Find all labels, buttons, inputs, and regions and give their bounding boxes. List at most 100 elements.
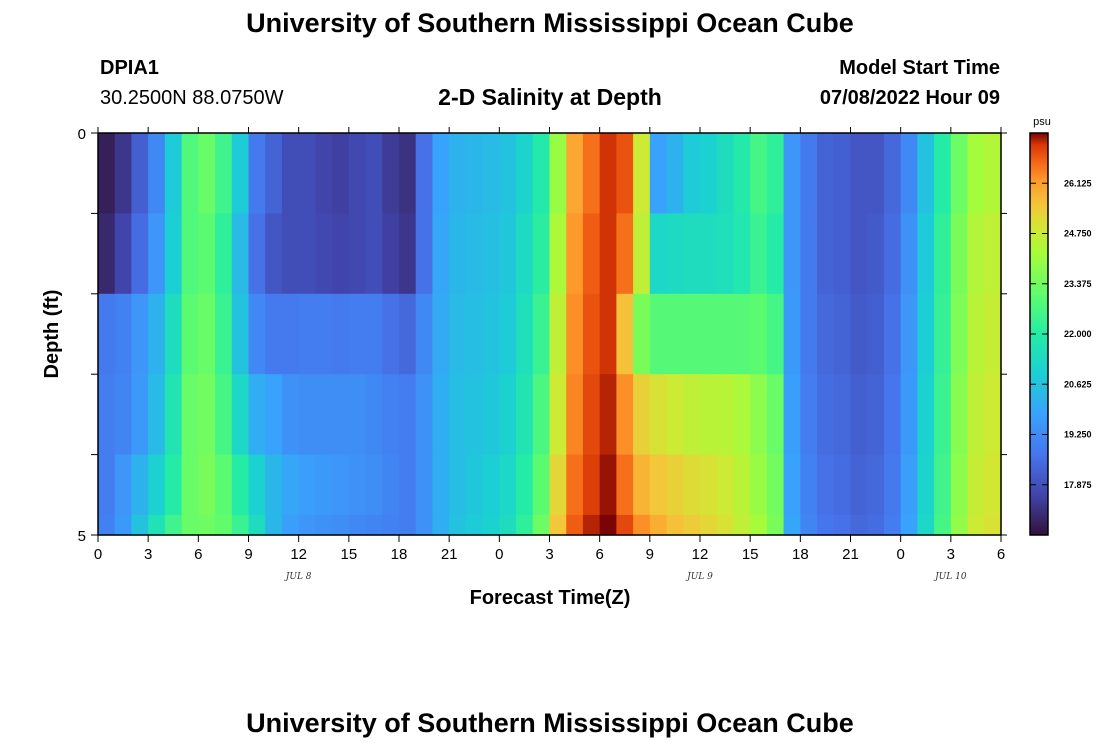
heatmap-cell — [883, 514, 902, 536]
heatmap-cell — [198, 454, 216, 516]
x-tick-label: 21 — [441, 546, 458, 563]
heatmap-cell — [399, 514, 417, 536]
heatmap-cell — [666, 213, 684, 295]
heatmap-cell — [281, 213, 300, 295]
heatmap-cell — [449, 454, 467, 516]
date-label: JUL 9 — [685, 572, 713, 582]
heatmap-cell — [114, 293, 133, 375]
heatmap-cell — [164, 293, 183, 375]
page-title: University of Southern Mississippi Ocean… — [246, 8, 854, 38]
heatmap-cell — [298, 293, 316, 375]
heatmap-cell — [833, 374, 852, 456]
heatmap-cell — [148, 514, 166, 536]
colorbar-tick-label: 20.625 — [1064, 379, 1092, 389]
heatmap-cell — [298, 514, 316, 536]
heatmap-cell — [750, 293, 768, 375]
heatmap-cell — [231, 454, 250, 516]
heatmap-cell — [365, 213, 383, 295]
heatmap-cell — [98, 514, 116, 536]
heatmap-cell — [934, 293, 952, 375]
heatmap-cell — [332, 293, 350, 375]
station-id: DPIA1 — [100, 57, 159, 79]
heatmap-cell — [733, 213, 751, 295]
heatmap-cell — [883, 293, 902, 375]
heatmap-cell — [281, 374, 300, 456]
heatmap-cell — [582, 514, 601, 536]
heatmap-cell — [967, 514, 985, 536]
heatmap-cell — [683, 133, 701, 214]
x-tick-label: 6 — [194, 546, 202, 563]
heatmap-cell — [950, 374, 969, 456]
heatmap-cell — [599, 454, 617, 516]
heatmap-cell — [231, 374, 250, 456]
x-tick-label: 6 — [595, 546, 603, 563]
heatmap-cell — [465, 293, 484, 375]
x-tick-label: 0 — [495, 546, 503, 563]
heatmap-cell — [348, 514, 367, 536]
heatmap-cell — [582, 293, 601, 375]
heatmap-cell — [382, 374, 400, 456]
heatmap-cell — [482, 293, 500, 375]
heatmap-cell — [950, 213, 969, 295]
heatmap-cell — [98, 213, 116, 295]
heatmap-cell — [900, 454, 918, 516]
x-tick-label: 9 — [646, 546, 654, 563]
heatmap-cell — [516, 514, 534, 536]
heatmap-cell — [582, 213, 601, 295]
heatmap-cell — [883, 213, 902, 295]
colorbar-tick-label: 17.875 — [1064, 480, 1092, 490]
heatmap-cell — [465, 514, 484, 536]
heatmap-cell — [516, 133, 534, 214]
heatmap-cell — [532, 454, 551, 516]
heatmap-cell — [415, 133, 434, 214]
heatmap-cell — [833, 514, 852, 536]
heatmap-cell — [616, 213, 634, 295]
heatmap-cell — [766, 133, 785, 214]
heatmap-cell — [649, 213, 668, 295]
heatmap-cell — [716, 213, 735, 295]
heatmap-cell — [599, 374, 617, 456]
x-axis-ticks: 0 3 6 9 12 15 18 21 0 3 6 9 12 15 18 21 0 3 6 — [94, 127, 1005, 563]
heatmap-cell — [733, 293, 751, 375]
heatmap-cell — [700, 133, 718, 214]
heatmap-cell — [934, 133, 952, 214]
heatmap-cell — [215, 293, 233, 375]
heatmap-cell — [499, 213, 517, 295]
heatmap-cell — [549, 514, 567, 536]
x-tick-label: 0 — [94, 546, 102, 563]
heatmap-cell — [833, 213, 852, 295]
x-tick-label: 21 — [842, 546, 859, 563]
heatmap-cell — [248, 454, 266, 516]
heatmap-cell — [984, 293, 1002, 375]
heatmap-cell — [248, 293, 266, 375]
heatmap-cell — [883, 374, 902, 456]
heatmap-cell — [348, 133, 367, 214]
heatmap-cell — [315, 293, 333, 375]
heatmap-cell — [114, 454, 133, 516]
heatmap-cell — [399, 293, 417, 375]
heatmap-cell — [449, 293, 467, 375]
heatmap-cell — [348, 454, 367, 516]
heatmap-cell — [800, 514, 818, 536]
heatmap-cell — [683, 454, 701, 516]
heatmap-cell — [666, 293, 684, 375]
heatmap-cell — [432, 133, 450, 214]
heatmap-cell — [465, 213, 484, 295]
heatmap-cell — [750, 213, 768, 295]
heatmap-cell — [666, 514, 684, 536]
chart-title: 2-D Salinity at Depth — [438, 84, 662, 110]
heatmap-cell — [666, 454, 684, 516]
heatmap-cell — [449, 514, 467, 536]
heatmap-cell — [432, 514, 450, 536]
x-axis-title: Forecast Time(Z) — [470, 587, 631, 609]
heatmap-cell — [265, 374, 283, 456]
heatmap-cell — [532, 213, 551, 295]
heatmap-cell — [148, 213, 166, 295]
heatmap-cell — [633, 213, 651, 295]
heatmap-cell — [633, 133, 651, 214]
heatmap-cell — [750, 133, 768, 214]
heatmap-cell — [984, 213, 1002, 295]
heatmap-cell — [566, 514, 584, 536]
heatmap-cell — [633, 374, 651, 456]
heatmap-cell — [332, 213, 350, 295]
